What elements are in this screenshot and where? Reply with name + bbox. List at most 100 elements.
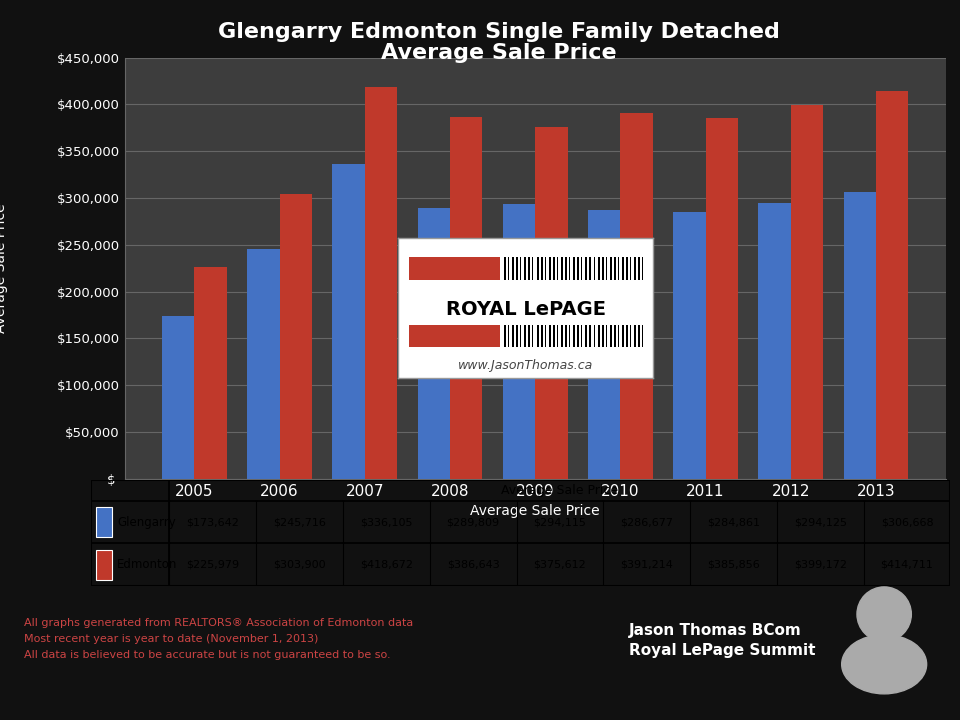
Bar bbox=[503, 204, 535, 479]
Bar bbox=[577, 325, 579, 347]
Text: $386,643: $386,643 bbox=[446, 559, 499, 570]
Bar bbox=[537, 325, 539, 347]
Bar bbox=[602, 325, 604, 347]
Text: $391,214: $391,214 bbox=[620, 559, 673, 570]
Text: Glengarry Edmonton Single Family Detached: Glengarry Edmonton Single Family Detache… bbox=[218, 22, 780, 42]
Bar bbox=[635, 257, 636, 280]
Text: Edmonton: Edmonton bbox=[117, 558, 178, 571]
Bar bbox=[597, 325, 600, 347]
Bar bbox=[549, 325, 551, 347]
Bar bbox=[557, 257, 558, 280]
Bar bbox=[618, 257, 619, 280]
Text: Royal LePage Summit: Royal LePage Summit bbox=[629, 643, 815, 657]
Y-axis label: Average Sale Price: Average Sale Price bbox=[0, 203, 9, 333]
Bar bbox=[673, 212, 706, 479]
Text: $289,809: $289,809 bbox=[446, 517, 499, 527]
Bar bbox=[626, 325, 628, 347]
Bar bbox=[569, 325, 570, 347]
Text: $306,668: $306,668 bbox=[880, 517, 933, 527]
Bar bbox=[589, 257, 591, 280]
Bar bbox=[606, 325, 607, 347]
Bar bbox=[450, 117, 482, 479]
Bar bbox=[549, 257, 551, 280]
Text: $173,642: $173,642 bbox=[186, 517, 239, 527]
Bar bbox=[565, 325, 567, 347]
Bar bbox=[630, 325, 631, 347]
Bar bbox=[248, 249, 279, 479]
Bar bbox=[582, 257, 583, 280]
Bar bbox=[642, 325, 643, 347]
Bar bbox=[520, 325, 521, 347]
Bar bbox=[586, 257, 588, 280]
Text: $336,105: $336,105 bbox=[360, 517, 413, 527]
Text: $245,716: $245,716 bbox=[273, 517, 326, 527]
Bar bbox=[876, 91, 908, 479]
Bar bbox=[553, 325, 555, 347]
Text: $399,172: $399,172 bbox=[794, 559, 847, 570]
Bar bbox=[613, 257, 616, 280]
Text: $286,677: $286,677 bbox=[620, 517, 673, 527]
Bar bbox=[593, 257, 594, 280]
Bar bbox=[706, 117, 738, 479]
Bar bbox=[610, 257, 612, 280]
Bar bbox=[537, 257, 539, 280]
Bar bbox=[504, 325, 506, 347]
Bar bbox=[504, 257, 506, 280]
Bar bbox=[279, 194, 312, 479]
Bar bbox=[195, 267, 227, 479]
Bar bbox=[544, 257, 545, 280]
Bar bbox=[569, 257, 570, 280]
Text: $414,711: $414,711 bbox=[880, 559, 933, 570]
Bar bbox=[622, 325, 624, 347]
Bar bbox=[791, 105, 823, 479]
Text: $294,125: $294,125 bbox=[794, 517, 847, 527]
Bar bbox=[516, 325, 518, 347]
Bar bbox=[332, 164, 365, 479]
Bar bbox=[508, 325, 509, 347]
Bar bbox=[573, 257, 575, 280]
Bar bbox=[365, 87, 397, 479]
Bar bbox=[573, 325, 575, 347]
Bar bbox=[638, 325, 640, 347]
Bar bbox=[597, 257, 600, 280]
Bar bbox=[409, 257, 500, 280]
Bar bbox=[630, 257, 631, 280]
Bar bbox=[638, 257, 640, 280]
Bar bbox=[589, 325, 591, 347]
Bar bbox=[544, 325, 545, 347]
Bar bbox=[561, 325, 563, 347]
Bar bbox=[508, 257, 509, 280]
Bar bbox=[613, 325, 616, 347]
Bar bbox=[618, 325, 619, 347]
Bar bbox=[96, 550, 111, 580]
Text: Average Sale Price: Average Sale Price bbox=[381, 43, 617, 63]
Bar bbox=[622, 257, 624, 280]
Text: $294,115: $294,115 bbox=[534, 517, 587, 527]
Text: $284,861: $284,861 bbox=[707, 517, 760, 527]
Bar bbox=[553, 257, 555, 280]
Bar bbox=[620, 112, 653, 479]
Text: All graphs generated from REALTORS® Association of Edmonton data: All graphs generated from REALTORS® Asso… bbox=[24, 618, 413, 628]
Bar bbox=[540, 325, 542, 347]
Bar bbox=[524, 325, 526, 347]
Bar bbox=[602, 257, 604, 280]
Bar bbox=[533, 325, 534, 347]
Text: Glengarry: Glengarry bbox=[117, 516, 176, 528]
Bar bbox=[512, 257, 515, 280]
Bar bbox=[844, 192, 876, 479]
Bar bbox=[577, 257, 579, 280]
Bar bbox=[758, 204, 791, 479]
Bar bbox=[561, 257, 563, 280]
Text: $303,900: $303,900 bbox=[274, 559, 325, 570]
Text: www.JasonThomas.ca: www.JasonThomas.ca bbox=[458, 359, 593, 372]
Bar bbox=[528, 257, 531, 280]
Bar bbox=[588, 210, 620, 479]
Text: $418,672: $418,672 bbox=[360, 559, 413, 570]
Bar bbox=[582, 325, 583, 347]
Circle shape bbox=[857, 587, 911, 642]
Bar bbox=[512, 325, 515, 347]
Bar bbox=[642, 257, 643, 280]
Bar bbox=[96, 507, 111, 537]
Bar bbox=[533, 257, 534, 280]
Text: All data is believed to be accurate but is not guaranteed to be so.: All data is believed to be accurate but … bbox=[24, 650, 391, 660]
